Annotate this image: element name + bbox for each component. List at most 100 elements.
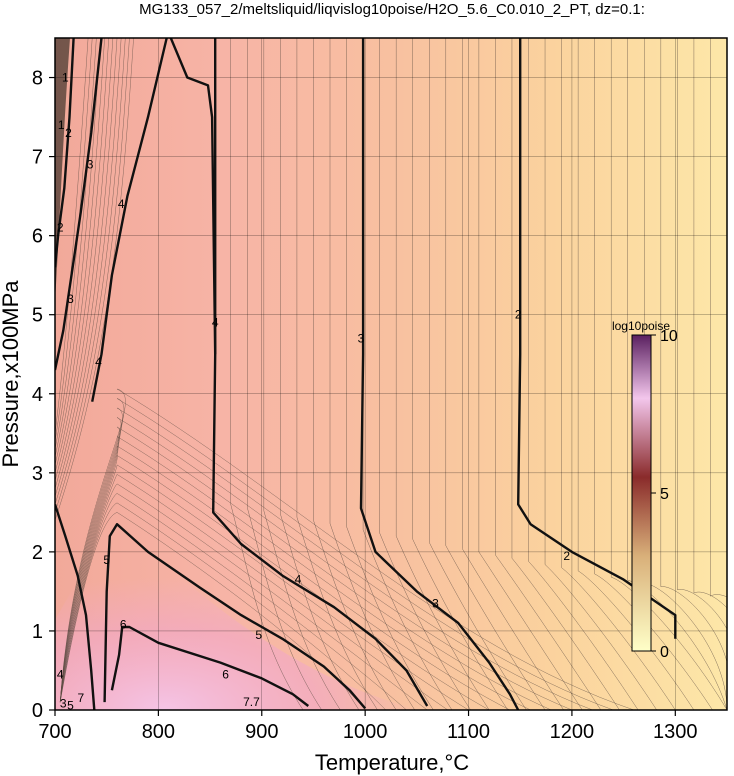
y-tick-label: 2 [32,542,43,564]
contour-label: 4 [118,197,125,211]
minor-contour-line [59,464,469,710]
minor-contour-line [55,38,122,497]
y-tick-label: 7 [32,147,43,169]
colorbar-title: log10poise [612,319,670,333]
minor-contour-line [55,38,93,442]
contour-label: 5 [67,698,74,712]
minor-contour-line [429,38,527,710]
minor-contour-line [577,38,695,710]
contour-label: 5 [103,553,110,567]
minor-contour-line [478,38,583,710]
minor-contour-line [677,38,727,710]
minor-contour-line [362,38,453,710]
x-axis-ticks: 700 800 900 1000 1100 1200 1300 [38,710,698,743]
colorbar-tick-label: 5 [660,486,669,503]
contour-label: 3 [87,157,94,171]
dark-edge-region [55,38,70,300]
contour-line-2 [55,38,75,268]
contour-label: 3 [67,292,74,306]
contour-label: 4 [295,573,302,587]
x-tick-label: 1000 [343,721,388,743]
x-tick-label: 1300 [653,721,698,743]
y-tick-label: 5 [32,305,43,327]
contour-label: 7 [78,691,85,705]
minor-contour-line [296,38,378,710]
colorbar-tick-label: 10 [660,328,678,345]
minor-contour-line [55,38,110,473]
minor-contour-line [59,502,387,710]
minor-contour-line [495,38,602,710]
minor-contour-line [528,38,639,710]
contour-line-4 [212,38,429,707]
contour-label: 7.7 [243,695,260,709]
x-tick-label: 700 [38,721,71,743]
y-axis-label: Pressure,x100MPa [0,280,23,468]
minor-contour-line [445,38,546,710]
major-contours [55,38,677,710]
minor-contour-line [55,38,118,489]
contour-label: 4 [95,355,102,369]
contour-label: 4 [57,667,64,681]
colorbar-tick-label: 0 [660,644,669,661]
x-tick-label: 800 [142,721,175,743]
y-tick-label: 0 [32,700,43,722]
contour-label: 2 [515,308,522,322]
x-axis-label: Temperature,°C [315,750,469,775]
contour-label: 3 [60,697,67,711]
x-tick-label: 900 [245,721,278,743]
contour-line-4 [55,504,96,710]
minor-contour-line [561,38,676,710]
minor-contour-line [313,38,397,710]
contour-label: 2 [563,549,570,563]
minor-contour-line [329,38,415,710]
minor-contour-line [462,38,564,710]
contour-line-3 [359,38,520,710]
minor-contour-line [412,38,509,710]
minor-contour-line [230,38,304,710]
contour-label: 1 [58,118,65,132]
minor-contour-line [710,38,727,710]
minor-contour-line [55,38,101,458]
contour-line-2 [517,38,677,639]
minor-contour-line [59,388,635,710]
contour-label: 1 [62,71,69,85]
contour-label: 2 [57,221,64,235]
minor-contour-line [59,417,573,710]
colorbar: log10poise 0 5 10 [612,319,678,661]
minor-contour-line [55,38,105,465]
y-axis-ticks: 0 1 2 3 4 5 6 7 8 [32,68,55,722]
minor-contour-line [395,38,490,710]
contour-label: 3 [432,596,439,610]
y-tick-label: 4 [32,384,43,406]
minor-contour-line [660,38,727,710]
minor-contour-line [59,398,614,710]
contour-label: 4 [212,316,219,330]
minor-contour-line [693,38,727,710]
x-tick-label: 1100 [447,721,490,743]
y-tick-label: 6 [32,226,43,248]
contour-label: 6 [222,667,229,681]
minor-contour-line [59,407,593,710]
chart-title: MG133_057_2/meltsliquid/liqvislog10poise… [139,1,645,18]
minor-contour-line [59,445,511,710]
colorbar-gradient [631,334,652,652]
minor-contour-line [55,38,89,434]
contour-line-5 [103,523,367,710]
contour-label: 3 [358,331,365,345]
minor-contour-line [55,38,97,450]
minor-contour-line [544,38,657,710]
minor-contour-line [59,426,552,710]
high-viscosity-region [55,520,420,710]
contour-line-4 [169,38,217,355]
y-tick-label: 1 [32,621,43,643]
x-tick-label: 1200 [550,721,595,743]
contour-label: 2 [65,126,72,140]
minor-contour-line [59,454,490,710]
minor-contour-line [55,38,130,513]
contour-line-3 [55,38,103,371]
contour-label: 6 [120,618,127,632]
contour-label: 5 [255,628,262,642]
minor-contour-line [59,512,366,710]
